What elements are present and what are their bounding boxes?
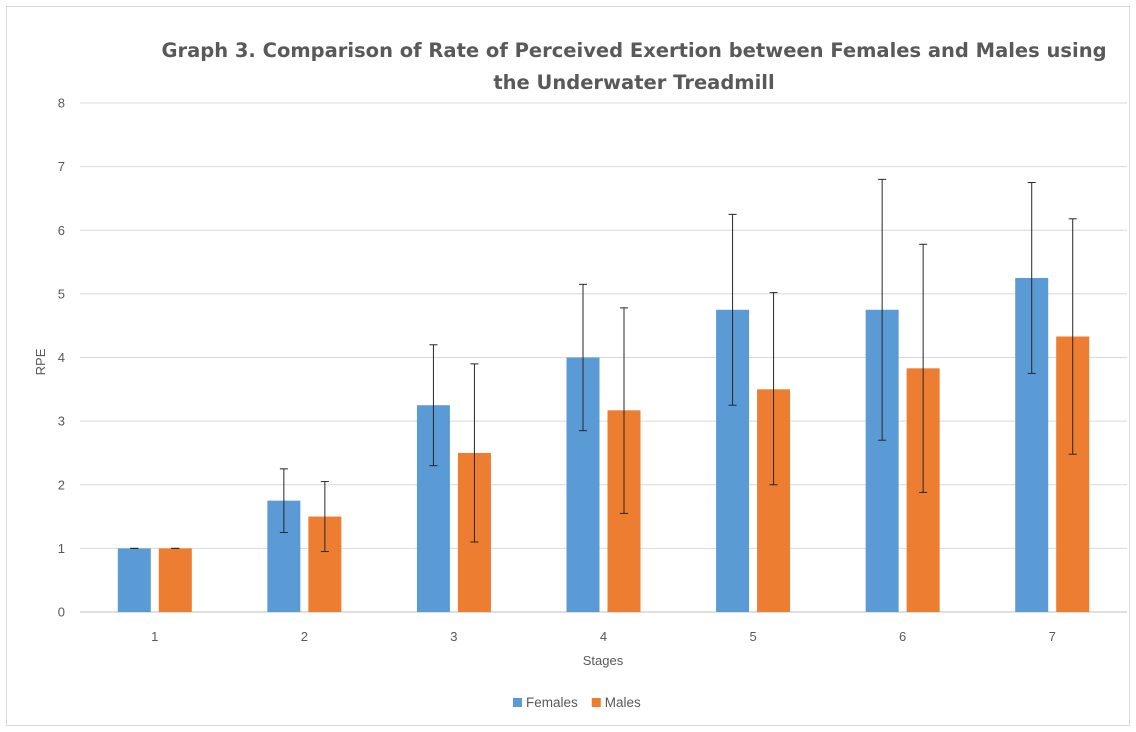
error-bars: [130, 178, 1077, 553]
gridlines: [80, 102, 1127, 613]
x-tick-label: 6: [899, 629, 906, 644]
y-tick-label: 3: [58, 414, 65, 429]
y-tick-label: 6: [58, 223, 65, 238]
x-axis-label: Stages: [583, 653, 624, 668]
y-tick-label: 7: [58, 159, 65, 174]
x-tick-label: 7: [1049, 629, 1056, 644]
y-tick-label: 0: [58, 605, 65, 620]
y-axis-label: RPE: [33, 348, 48, 375]
x-tick-label: 3: [450, 629, 457, 644]
bar: [117, 548, 151, 612]
x-tick-label: 2: [301, 629, 308, 644]
y-tick-label: 8: [58, 96, 65, 111]
bar-chart: Graph 3. Comparison of Rate of Perceived…: [33, 39, 1127, 710]
y-tick-label: 5: [58, 286, 65, 301]
chart-title-line-1: Graph 3. Comparison of Rate of Perceived…: [161, 39, 1106, 62]
x-tick-label: 4: [600, 629, 607, 644]
bar: [158, 548, 192, 612]
x-tick-label: 1: [151, 629, 158, 644]
x-tick-label: 5: [749, 629, 756, 644]
legend-swatch: [591, 698, 601, 707]
legend-label: Females: [526, 695, 578, 710]
legend: Females Males: [513, 695, 641, 710]
chart-title: Graph 3. Comparison of Rate of Perceived…: [161, 39, 1106, 94]
y-axis-ticks: 0 1 2 3 4 5 6 7 8: [58, 96, 65, 620]
legend-swatch: [513, 698, 522, 707]
chart-frame: Graph 3. Comparison of Rate of Perceived…: [6, 6, 1130, 726]
legend-label: Males: [605, 695, 641, 710]
y-tick-label: 2: [58, 477, 65, 492]
chart-title-line-2: the Underwater Treadmill: [493, 71, 774, 94]
x-axis-ticks: 1 2 3 4 5 6 7: [151, 629, 1056, 644]
y-tick-label: 4: [58, 350, 65, 365]
y-tick-label: 1: [58, 541, 65, 556]
bars: [117, 277, 1090, 612]
